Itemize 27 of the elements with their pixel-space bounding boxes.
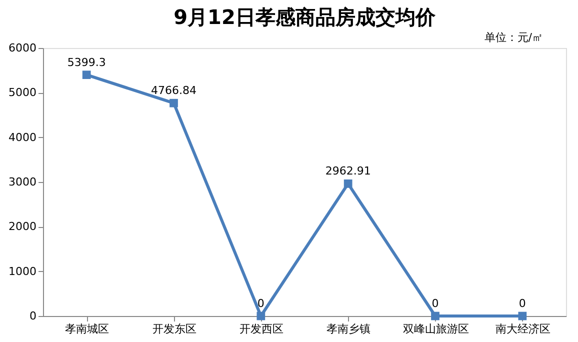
y-tick-label: 3000 [8, 176, 36, 188]
point [256, 312, 266, 320]
x-tick-label: 南大经济区 [495, 322, 550, 336]
x-tick-label: 开发西区 [239, 322, 284, 336]
x-tick-label: 双峰山旅游区 [402, 322, 469, 336]
chart-title: 9月12日孝感商品房成交均价 [174, 5, 436, 29]
y-tick-label: 6000 [8, 42, 36, 54]
data-label: 5399.3 [67, 56, 106, 69]
point [82, 70, 91, 80]
data-label: 0 [518, 297, 526, 310]
y-tick-label: 5000 [8, 86, 36, 100]
y-tick-label: 4000 [8, 130, 36, 144]
x-tick-label: 开发东区 [152, 322, 196, 336]
point [344, 179, 352, 188]
y-tick-label: 2000 [8, 220, 36, 234]
data-label: 4766.84 [151, 84, 196, 98]
y-tick-label: 0 [30, 310, 36, 322]
data-label: 0 [257, 297, 264, 310]
data-label: 2962.91 [325, 164, 371, 178]
point [431, 312, 440, 320]
text: 单位：元/㎡ [484, 31, 543, 44]
point [518, 312, 527, 320]
data-label: 0 [432, 297, 439, 310]
x-tick-label: 孝南乡镇 [326, 322, 371, 336]
x-tick-label: 孝南城区 [65, 322, 110, 336]
y-tick-label: 1000 [8, 264, 36, 278]
point [170, 98, 178, 108]
